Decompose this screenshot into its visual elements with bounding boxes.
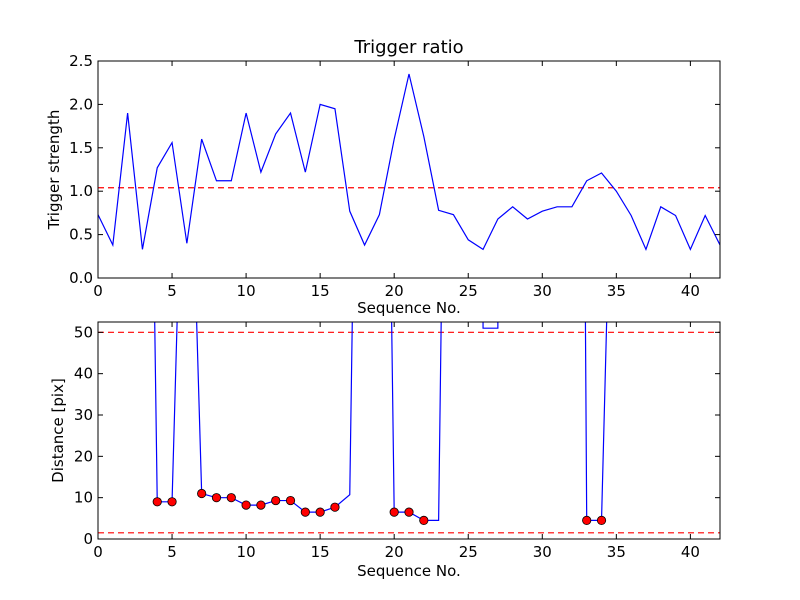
distance-marker bbox=[300, 507, 310, 517]
distance-line-segment bbox=[584, 322, 608, 522]
distance-line-segment bbox=[482, 322, 499, 329]
distance-line-segment bbox=[154, 322, 178, 503]
top-y-tick-label: 2.0 bbox=[69, 95, 93, 113]
top-x-axis-label: Sequence No. bbox=[357, 299, 461, 317]
distance-marker bbox=[197, 488, 207, 499]
bottom-x-tick-label: 10 bbox=[237, 543, 256, 561]
top-x-tick-label: 20 bbox=[385, 282, 404, 300]
bottom-x-tick-label: 5 bbox=[167, 543, 177, 561]
distance-marker bbox=[271, 495, 281, 506]
top-subplot: Trigger ratio 0 5 10 15 20 25 30 35 40 0.0 0.5 1.0 1… bbox=[45, 37, 721, 317]
bottom-x-tick-label: 30 bbox=[533, 543, 552, 561]
bottom-ticks: 0 5 10 15 20 25 30 35 40 0 10 20 30 40 50 bbox=[74, 322, 720, 561]
distance-marker bbox=[152, 497, 162, 507]
distance-marker bbox=[596, 515, 607, 526]
top-x-tick-label: 25 bbox=[459, 282, 478, 300]
top-x-tick-label: 15 bbox=[311, 282, 330, 300]
top-y-tick-label: 2.5 bbox=[69, 52, 93, 70]
top-y-axis-label: Trigger strength bbox=[45, 110, 63, 231]
top-y-tick-label: 1.0 bbox=[69, 182, 93, 200]
distance-marker bbox=[256, 500, 266, 510]
distance-marker bbox=[389, 507, 399, 517]
distance-marker bbox=[404, 507, 414, 517]
top-y-tick-label: 0.5 bbox=[69, 226, 93, 244]
distance-marker bbox=[315, 507, 325, 517]
bottom-x-tick-label: 15 bbox=[311, 543, 330, 561]
bottom-x-axis-label: Sequence No. bbox=[357, 562, 461, 580]
top-x-tick-label: 0 bbox=[93, 282, 103, 300]
top-x-tick-label: 5 bbox=[167, 282, 177, 300]
trigger-strength-line bbox=[98, 73, 720, 252]
distance-marker bbox=[226, 493, 236, 503]
distance-marker bbox=[211, 493, 222, 503]
bottom-plot-area bbox=[98, 322, 720, 534]
top-y-tick-label: 0.0 bbox=[69, 269, 93, 287]
bottom-y-tick-label: 10 bbox=[74, 489, 93, 507]
top-y-tick-label: 1.5 bbox=[69, 139, 93, 157]
bottom-subplot: 0 5 10 15 20 25 30 35 40 0 10 20 30 40 50 Sequence No.… bbox=[49, 321, 721, 580]
bottom-axes-frame bbox=[97, 321, 721, 540]
bottom-y-tick-label: 50 bbox=[74, 323, 93, 341]
distance-marker bbox=[241, 500, 251, 510]
bottom-y-axis-label: Distance [pix] bbox=[49, 378, 67, 483]
distance-marker bbox=[582, 515, 592, 526]
distance-line-segment bbox=[391, 322, 442, 522]
distance-marker bbox=[285, 495, 296, 506]
bottom-y-tick-label: 20 bbox=[74, 447, 93, 465]
bottom-x-tick-label: 35 bbox=[607, 543, 626, 561]
bottom-x-tick-label: 25 bbox=[459, 543, 478, 561]
distance-marker bbox=[330, 502, 340, 512]
bottom-y-tick-label: 30 bbox=[74, 406, 93, 424]
top-plot-area bbox=[98, 73, 720, 252]
distance-marker bbox=[419, 515, 429, 526]
top-ticks: 0 5 10 15 20 25 30 35 40 0.0 0.5 1.0 1.5 2.0 2.5 bbox=[69, 52, 720, 300]
top-x-tick-label: 40 bbox=[681, 282, 700, 300]
bottom-x-tick-label: 0 bbox=[93, 543, 103, 561]
top-x-tick-label: 35 bbox=[607, 282, 626, 300]
bottom-x-tick-label: 20 bbox=[385, 543, 404, 561]
top-x-tick-label: 30 bbox=[533, 282, 552, 300]
bottom-y-tick-label: 40 bbox=[74, 365, 93, 383]
top-axes-frame bbox=[97, 60, 721, 279]
bottom-y-tick-label: 0 bbox=[83, 530, 93, 548]
distance-marker bbox=[167, 497, 177, 507]
chart-title: Trigger ratio bbox=[353, 37, 463, 58]
bottom-x-tick-label: 40 bbox=[681, 543, 700, 561]
top-x-tick-label: 10 bbox=[237, 282, 256, 300]
